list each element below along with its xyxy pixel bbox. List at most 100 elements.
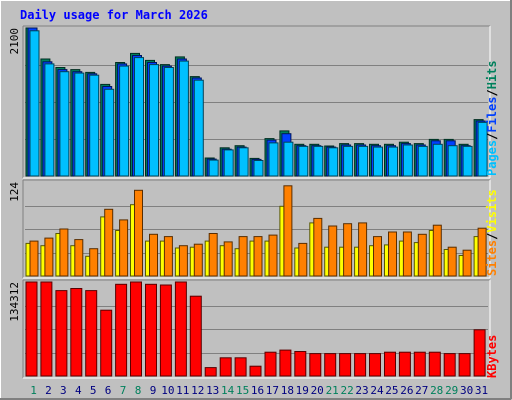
top-bar-pages-day-4: [74, 72, 85, 177]
top-bar-pages-day-28: [432, 143, 443, 177]
x-label-day-13: 13: [206, 384, 219, 397]
top-bar-pages-day-16: [253, 160, 264, 177]
bot-bar-kbytes-day-28: [428, 351, 441, 377]
top-bar-pages-day-23: [358, 145, 369, 177]
bot-bar-kbytes-day-16: [249, 365, 262, 377]
bot-bar-kbytes-day-27: [413, 351, 426, 377]
top-bar-pages-day-10: [163, 67, 174, 177]
top-bar-pages-day-8: [134, 57, 144, 177]
mid-bar-sites-day-15: [238, 236, 248, 277]
x-label-day-5: 5: [90, 384, 97, 397]
legend-hits: Hits: [485, 60, 499, 89]
mid-bar-sites-day-27: [417, 233, 427, 277]
bot-bar-kbytes-day-21: [324, 353, 337, 377]
mid-bar-sites-day-31: [477, 227, 487, 277]
mid-bar-sites-day-10: [163, 236, 173, 277]
x-label-day-9: 9: [150, 384, 157, 397]
mid-bar-sites-day-12: [193, 243, 203, 277]
x-label-day-2: 2: [45, 384, 52, 397]
top-bar-pages-day-5: [89, 74, 100, 177]
legend-sep-3: /: [485, 233, 499, 240]
x-label-day-6: 6: [105, 384, 112, 397]
legend-sites: Sites: [485, 240, 499, 276]
bot-bar-kbytes-day-20: [309, 353, 322, 377]
panel-hits-files-pages: [22, 25, 491, 179]
right-label-top: Pages/Files/Hits: [485, 60, 499, 176]
right-label-bottom: KBytes: [485, 335, 499, 378]
legend-kbytes: KBytes: [485, 335, 499, 378]
bot-bar-kbytes-day-22: [339, 353, 352, 377]
x-label-day-16: 16: [251, 384, 264, 397]
ytick-top: 2100: [8, 28, 21, 55]
right-label-middle: Sites/Visits: [485, 189, 499, 276]
x-label-day-20: 20: [311, 384, 324, 397]
top-bar-pages-day-14: [223, 149, 234, 177]
bot-bar-kbytes-day-17: [264, 351, 277, 377]
x-label-day-8: 8: [135, 384, 142, 397]
bot-bar-kbytes-day-11: [174, 281, 187, 377]
top-bar-pages-day-21: [328, 147, 339, 177]
mid-bar-sites-day-3: [59, 228, 69, 277]
mid-bar-sites-day-7: [119, 219, 129, 277]
bot-bar-kbytes-day-1: [25, 281, 38, 377]
top-bar-pages-day-3: [59, 71, 70, 177]
mid-bar-sites-day-24: [373, 236, 382, 277]
x-label-day-25: 25: [385, 384, 398, 397]
bot-bar-kbytes-day-13: [204, 367, 217, 377]
mid-bar-sites-day-14: [223, 241, 233, 277]
mid-bar-sites-day-18: [283, 185, 293, 277]
x-label-day-27: 27: [415, 384, 428, 397]
mid-bar-sites-day-13: [208, 233, 218, 277]
top-bar-pages-day-11: [178, 60, 189, 177]
mid-bar-sites-day-22: [343, 223, 353, 277]
top-bar-pages-day-15: [238, 147, 249, 177]
mid-bar-sites-day-2: [44, 237, 54, 277]
bot-bar-kbytes-day-23: [354, 353, 367, 377]
bot-bar-kbytes-day-29: [443, 353, 456, 377]
legend-sep-1: /: [485, 133, 499, 140]
top-bar-pages-day-25: [388, 146, 398, 177]
legend-sep-2: /: [485, 89, 499, 96]
top-bar-pages-day-13: [208, 159, 219, 177]
x-label-day-11: 11: [176, 384, 189, 397]
top-bar-pages-day-12: [193, 79, 204, 177]
top-bar-pages-day-26: [402, 144, 413, 177]
bot-bar-kbytes-day-5: [85, 290, 98, 377]
x-label-day-22: 22: [340, 384, 353, 397]
x-label-day-3: 3: [60, 384, 67, 397]
top-bar-pages-day-9: [149, 64, 159, 177]
x-label-day-23: 23: [355, 384, 368, 397]
mid-bar-sites-day-29: [447, 246, 457, 277]
bot-bar-kbytes-day-4: [70, 288, 83, 377]
top-bar-pages-day-27: [417, 145, 428, 177]
bot-bar-kbytes-day-10: [159, 284, 172, 377]
bot-bar-kbytes-day-9: [145, 283, 157, 377]
bot-bar-kbytes-day-30: [458, 353, 471, 377]
ytick-bottom: 134312: [8, 282, 21, 322]
ytick-middle: 124: [8, 182, 21, 202]
bot-bar-kbytes-day-19: [294, 351, 307, 377]
bot-bar-kbytes-day-6: [100, 309, 113, 377]
mid-bar-sites-day-19: [298, 242, 308, 277]
mid-bar-sites-day-1: [29, 240, 39, 277]
x-label-day-29: 29: [445, 384, 458, 397]
top-bar-pages-day-17: [268, 142, 279, 177]
mid-bar-sites-day-23: [358, 222, 368, 277]
bot-bar-kbytes-day-24: [369, 353, 381, 377]
mid-bar-sites-day-8: [134, 189, 143, 277]
top-bar-pages-day-6: [104, 88, 115, 177]
top-bar-pages-day-20: [313, 145, 324, 177]
x-label-day-19: 19: [296, 384, 309, 397]
x-label-day-15: 15: [236, 384, 249, 397]
top-bar-pages-day-24: [373, 146, 383, 177]
mid-bar-sites-day-25: [388, 231, 397, 277]
x-label-day-17: 17: [266, 384, 279, 397]
top-bar-pages-day-19: [298, 145, 309, 177]
x-label-day-30: 30: [460, 384, 473, 397]
bot-bar-kbytes-day-8: [130, 281, 142, 377]
bot-bar-kbytes-day-12: [189, 295, 202, 377]
bot-bar-kbytes-day-7: [115, 283, 128, 377]
top-bar-pages-day-1: [29, 30, 40, 177]
mid-bar-sites-day-11: [178, 245, 188, 277]
